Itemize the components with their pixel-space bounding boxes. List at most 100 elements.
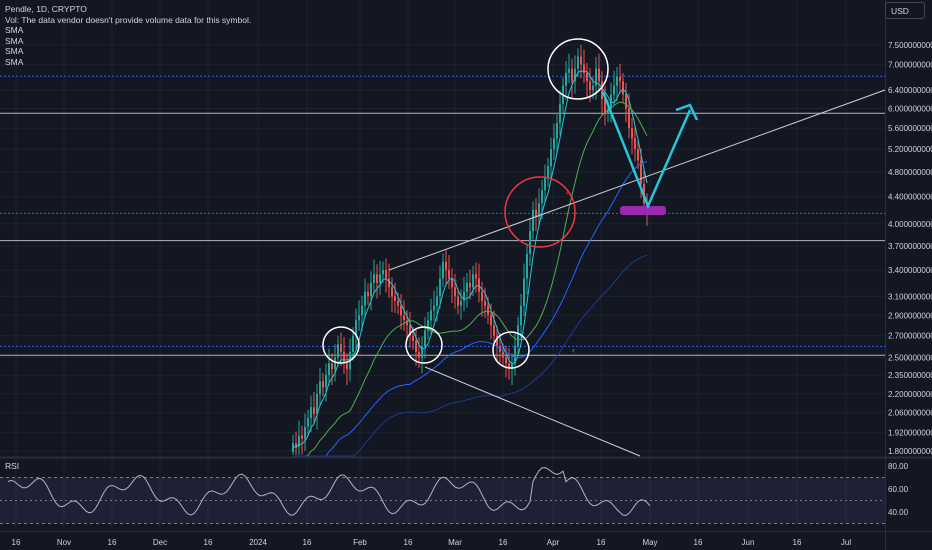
candle-body (460, 300, 462, 306)
candle-body (553, 138, 555, 150)
chart-legend: Pendle, 1D, CRYPTO Vol: The data vendor … (5, 4, 251, 67)
candle-body (613, 85, 615, 95)
currency-button[interactable]: USD (885, 2, 925, 19)
red-marker: ‹ (566, 187, 569, 197)
price-tick-label: 4.800000000 (888, 168, 932, 177)
candle-body (415, 340, 417, 352)
candle-body (295, 443, 297, 447)
price-tick-label: 2.200000000 (888, 390, 932, 399)
candle-body (475, 274, 477, 279)
candle-body (316, 393, 318, 415)
candle-body (373, 274, 375, 283)
candle-body (364, 291, 366, 306)
candle-body (442, 261, 444, 279)
sma-line-3 (293, 161, 648, 457)
candle-body (565, 72, 567, 86)
candle-body (481, 291, 483, 301)
candle-body (622, 81, 624, 95)
price-tick-label: 2.350000000 (888, 371, 932, 380)
time-tick-label: Jun (742, 538, 755, 547)
candle-body (628, 108, 630, 129)
time-tick-label: Feb (353, 538, 367, 547)
candle-body (604, 99, 606, 114)
price-tick-label: 7.000000000 (888, 61, 932, 70)
candle-body (301, 435, 303, 439)
price-tick-label: 2.900000000 (888, 311, 932, 320)
candle-body (388, 278, 390, 288)
candle-body (379, 274, 381, 283)
candle-body (406, 320, 408, 326)
candle-body (517, 325, 519, 347)
candle-body (601, 81, 603, 100)
candle-body (592, 85, 594, 91)
price-tick-label: 4.000000000 (888, 220, 932, 229)
price-tick-label: 3.400000000 (888, 266, 932, 275)
candle-body (337, 344, 339, 358)
sma-indicator-4[interactable]: SMA (5, 56, 24, 67)
sma-line-2 (293, 101, 648, 457)
sma-indicator-3[interactable]: SMA (5, 46, 24, 56)
candle-body (523, 278, 525, 306)
candle-body (370, 282, 372, 297)
swing-circle (492, 331, 530, 369)
time-tick-label: 2024 (249, 538, 267, 547)
candle-body (322, 381, 324, 388)
candle-body (538, 203, 540, 217)
sma-indicator-1[interactable]: SMA (5, 25, 24, 35)
candle-body (616, 77, 618, 86)
time-tick-label: 16 (499, 538, 508, 547)
swing-circle (405, 326, 443, 364)
rsi-band (0, 477, 885, 524)
candle-body (433, 305, 435, 311)
swing-circle (322, 326, 360, 364)
price-tick-label: 2.060000000 (888, 409, 932, 418)
candle-body (376, 274, 378, 283)
candle-body (586, 72, 588, 82)
candle-body (358, 315, 360, 321)
candle-body (514, 346, 516, 364)
candle-body (424, 330, 426, 347)
candle-body (352, 335, 354, 352)
candle-body (385, 270, 387, 279)
candle-body (313, 407, 315, 415)
candle-body (340, 344, 342, 352)
rsi-label[interactable]: RSI (5, 461, 20, 471)
candle-body (508, 363, 510, 370)
candle-body (640, 160, 642, 185)
swing-circle (547, 38, 609, 100)
sma-indicator-2[interactable]: SMA (5, 35, 24, 46)
candle-body (445, 261, 447, 271)
rsi-tick-label: 80.00 (888, 462, 909, 471)
time-tick-label: 16 (204, 538, 213, 547)
candle-body (409, 325, 411, 336)
price-tick-label: 4.400000000 (888, 193, 932, 202)
candle-body (559, 103, 561, 124)
price-tick-label: 6.400000000 (888, 86, 932, 95)
sma-line-1 (292, 70, 648, 449)
time-tick-label: Jul (841, 538, 851, 547)
candle-body (418, 351, 420, 358)
candle-body (595, 68, 597, 86)
candle-body (526, 253, 528, 279)
candle-body (556, 123, 558, 139)
candle-body (451, 278, 453, 288)
time-tick-label: Nov (57, 538, 71, 547)
candle-body (478, 278, 480, 292)
breakout-circle (504, 176, 576, 248)
candle-body (436, 296, 438, 306)
candle-body (529, 231, 531, 254)
candle-body (619, 77, 621, 82)
green-marker: ‹ (572, 345, 575, 355)
candle-body (535, 209, 537, 217)
candle-body (367, 291, 369, 297)
candle-body (580, 56, 582, 65)
time-tick-label: 16 (694, 538, 703, 547)
time-tick-label: Mar (448, 538, 462, 547)
candle-body (334, 357, 336, 370)
projection-path (601, 91, 692, 210)
candle-body (574, 68, 576, 82)
candle-body (394, 296, 396, 301)
